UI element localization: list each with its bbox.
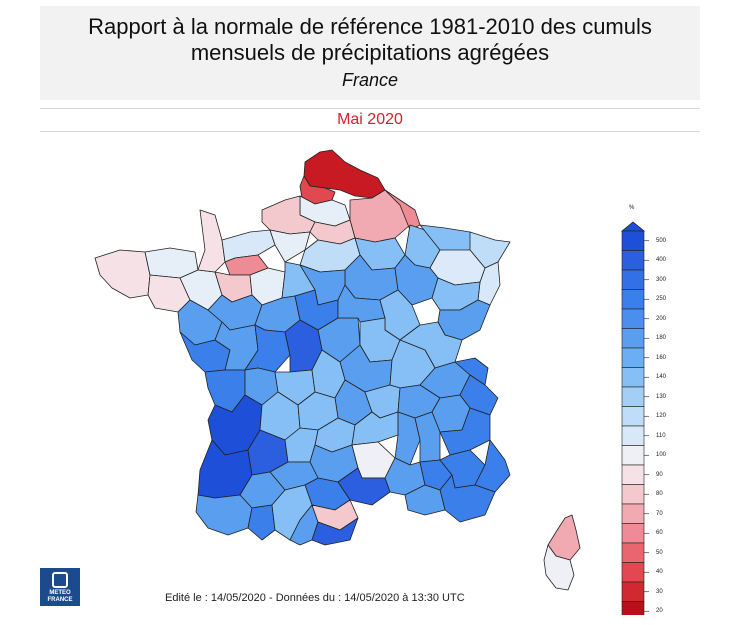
period-label: Mai 2020: [40, 108, 700, 132]
legend-swatch: [621, 542, 645, 563]
legend-swatch: [621, 464, 645, 485]
region-var: [439, 474, 496, 523]
color-legend: % 500 400 300 250 200 180 160 140 130 120 110 100 90…: [600, 205, 666, 615]
legend-tick-label: 110: [656, 432, 666, 439]
legend-tick-label: 160: [656, 354, 667, 361]
report-title: Rapport à la normale de référence 1981-2…: [88, 14, 652, 65]
legend-tick-label: 180: [656, 335, 667, 342]
legend-swatch: [621, 601, 645, 615]
legend-tick-label: 130: [656, 393, 667, 400]
footer-edit-info: Edité le : 14/05/2020 - Données du : 14/…: [165, 592, 465, 604]
legend-swatch: [621, 581, 645, 602]
legend-tick-label: 300: [656, 276, 667, 283]
legend-swatch: [621, 328, 645, 349]
legend-top-arrow: [620, 221, 646, 232]
legend-tick-label: 60: [656, 530, 663, 537]
region-pyrenees-atlantiques: [195, 494, 253, 536]
legend-swatch: [621, 367, 645, 388]
legend-swatch: [621, 289, 645, 310]
legend-swatch: [621, 347, 645, 368]
region-manche: [197, 209, 226, 273]
legend-tick-label: 250: [656, 296, 667, 303]
legend-tick-label: 40: [656, 569, 663, 576]
legend-tick-label: 200: [656, 315, 667, 322]
legend-swatch: [621, 503, 645, 524]
legend-colorbar: [620, 221, 649, 615]
legend-tick-label: 400: [656, 257, 667, 264]
legend-tick-label: 50: [656, 549, 663, 556]
report-subtitle: France: [341, 70, 399, 90]
region-hautes-pyrenees: [247, 504, 276, 541]
legend-swatch: [621, 445, 645, 466]
legend-tick-label: 100: [656, 452, 667, 459]
legend-swatch: [621, 562, 645, 583]
logo-line2: FRANCE: [47, 597, 73, 603]
region-corse-du-sud: [543, 544, 575, 591]
legend-swatch: [621, 523, 645, 544]
region-aisne: [349, 189, 411, 243]
legend-tick-label: 500: [656, 237, 667, 244]
meteo-france-logo: METEO FRANCE: [40, 568, 80, 606]
logo-mark-icon: [52, 572, 68, 588]
legend-swatch: [621, 269, 645, 290]
legend-swatch: [621, 386, 645, 407]
legend-unit: %: [629, 205, 635, 211]
legend-tick-label: 90: [656, 471, 663, 478]
region-herault: [337, 467, 391, 506]
legend-tick-label: 140: [656, 374, 667, 381]
legend-swatch: [621, 406, 645, 427]
region-pyrenees-orientales: [311, 517, 359, 546]
legend-tick-label: 120: [656, 413, 667, 420]
logo-line1: METEO: [49, 590, 71, 596]
legend-swatch: [621, 230, 645, 251]
legend-tick-label: 30: [656, 588, 663, 595]
region-finistere: [94, 249, 151, 299]
legend-swatch: [621, 484, 645, 505]
legend-swatch: [621, 308, 645, 329]
legend-tick-label: 70: [656, 510, 663, 517]
legend-swatch: [621, 250, 645, 271]
report-header: Rapport à la normale de référence 1981-2…: [40, 6, 700, 100]
region-bouches-du-rhone: [404, 484, 446, 516]
legend-tick-label: 80: [656, 491, 663, 498]
region-haute-savoie: [454, 357, 489, 386]
legend-tick-label: 20: [656, 608, 663, 615]
legend-swatch: [621, 425, 645, 446]
